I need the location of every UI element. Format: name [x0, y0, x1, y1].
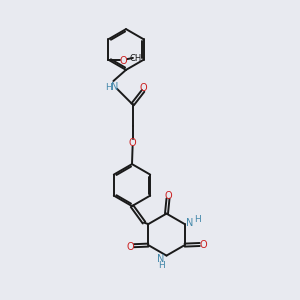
Text: H: H — [158, 261, 164, 270]
Text: O: O — [200, 241, 207, 250]
Text: O: O — [126, 242, 134, 252]
Text: H: H — [194, 215, 201, 224]
Text: N: N — [111, 82, 118, 92]
Text: N: N — [158, 254, 165, 264]
Text: O: O — [119, 56, 127, 66]
Text: O: O — [164, 191, 172, 201]
Text: CH₃: CH₃ — [129, 54, 145, 63]
Text: H: H — [105, 83, 111, 92]
Text: O: O — [139, 83, 147, 93]
Text: O: O — [129, 139, 136, 148]
Text: N: N — [186, 218, 194, 228]
